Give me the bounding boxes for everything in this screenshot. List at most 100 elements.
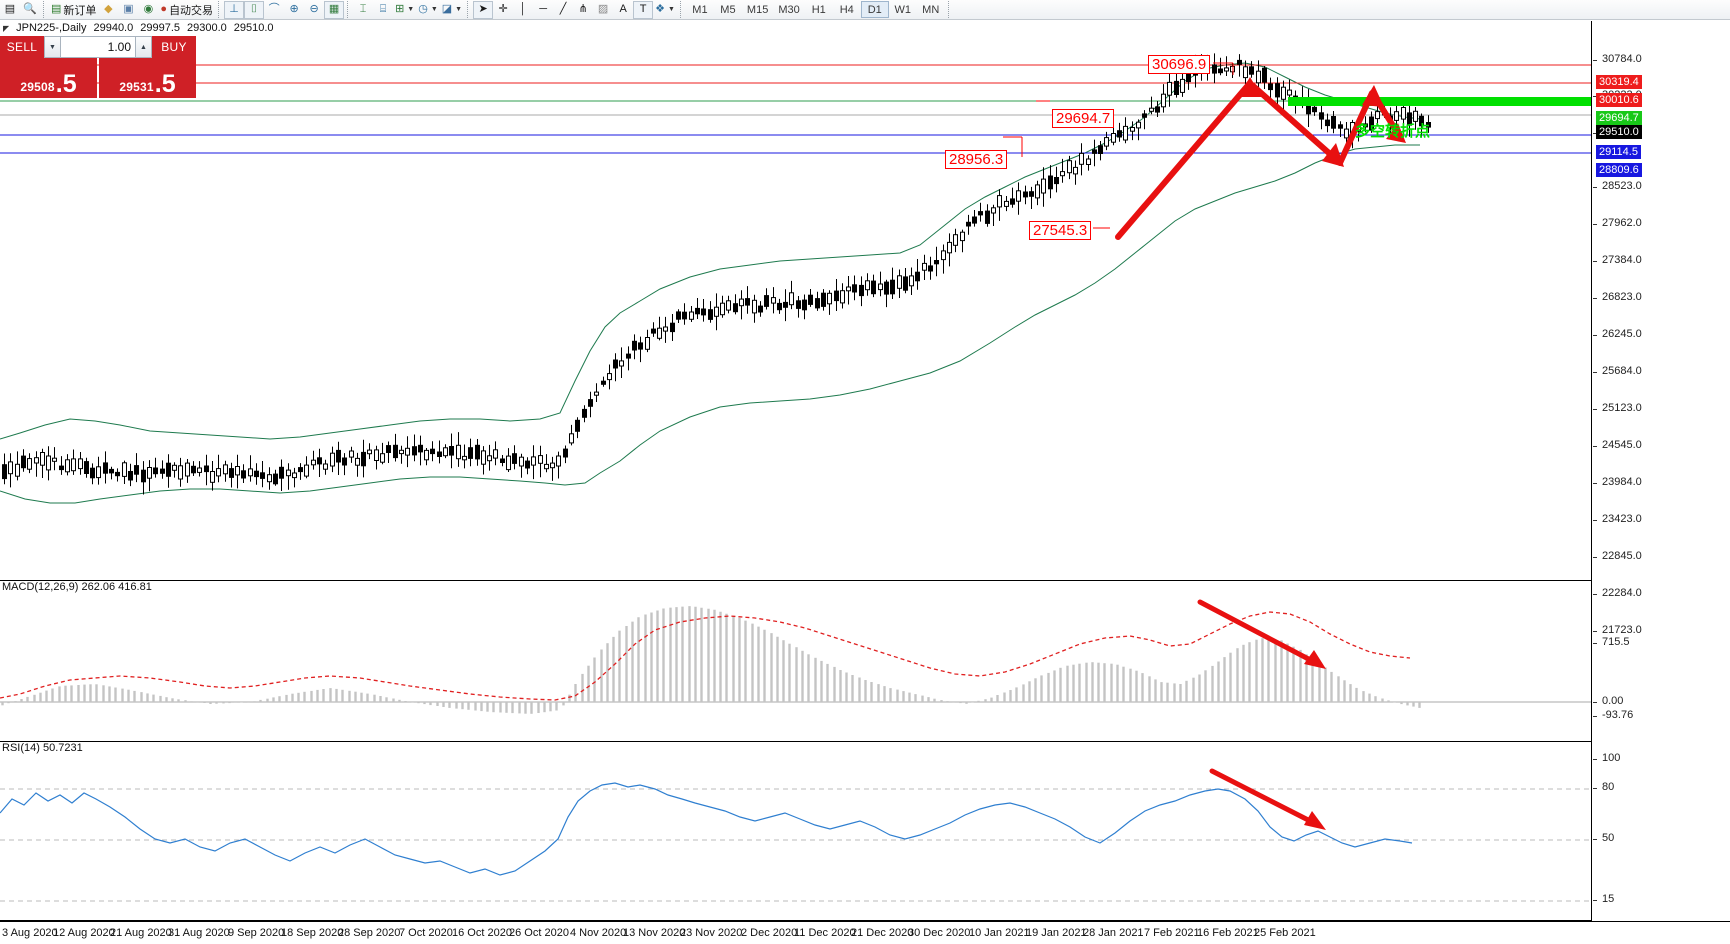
zoom-in-icon[interactable]: ⊕ xyxy=(289,3,299,15)
one-click-trade-panel[interactable]: SELL ▼ 1.00 ▲ BUY 29508 .5 29531 .5 xyxy=(0,36,196,98)
signals-icon[interactable]: ◉ xyxy=(143,3,154,15)
trend-arrow-up xyxy=(1115,80,1253,240)
candle-body xyxy=(128,471,133,481)
timeframe-m1[interactable]: M1 xyxy=(692,3,708,16)
candle-body xyxy=(197,467,202,473)
price-scale[interactable]: 30784.030223.029510.028523.027962.027384… xyxy=(1591,21,1730,921)
volume-increase-button[interactable]: ▲ xyxy=(135,36,152,58)
candle-body xyxy=(657,327,662,339)
price-level-badge[interactable]: 30319.4 xyxy=(1596,75,1642,89)
date-tick-label: 23 Nov 2020 xyxy=(680,927,743,939)
equidistant-channel-icon[interactable]: ▨ xyxy=(597,3,609,15)
price-level-badge[interactable]: 29114.5 xyxy=(1596,145,1641,159)
auto-trading-button[interactable]: ● 自动交易 xyxy=(160,3,214,17)
timeframe-h1[interactable]: H1 xyxy=(811,3,826,16)
sell-price-int: 29508 xyxy=(20,80,55,94)
candle-body xyxy=(1281,86,1286,100)
scale-tick-mark xyxy=(1593,643,1597,644)
trendline-icon[interactable]: ╱ xyxy=(559,3,567,15)
scale-tick-mark xyxy=(1593,187,1597,188)
timeframe-h4[interactable]: H4 xyxy=(839,3,854,16)
period-icon[interactable]: ◷ ▼ xyxy=(418,3,438,15)
terminal-icon[interactable]: ▤ xyxy=(4,3,16,15)
candle-body xyxy=(771,297,776,304)
candle-body xyxy=(714,306,719,317)
buy-price-display[interactable]: 29531 .5 xyxy=(99,58,196,98)
scale-tick-mark xyxy=(1593,224,1597,225)
candle-body xyxy=(1369,116,1374,131)
timeframe-d1[interactable]: D1 xyxy=(860,1,889,18)
candle-body xyxy=(682,311,687,320)
candle-body xyxy=(304,464,309,477)
price-tick-label: 27962.0 xyxy=(1602,217,1642,229)
expert-advisor-icon[interactable]: ◆ xyxy=(104,3,113,15)
price-level-badge[interactable]: 29694.7 xyxy=(1596,111,1642,125)
timeframe-m15[interactable]: M15 xyxy=(746,3,769,16)
toolbar-divider xyxy=(467,1,470,18)
zoom-out-icon[interactable]: ⊖ xyxy=(309,3,319,15)
macd-pane[interactable]: MACD(12,26,9) 262.06 416.81 xyxy=(0,581,1591,742)
candle-body xyxy=(1130,127,1135,132)
buy-button[interactable]: BUY xyxy=(152,36,196,58)
date-tick-label: 7 Oct 2020 xyxy=(399,927,453,939)
candle-body xyxy=(449,446,454,456)
line-chart-icon[interactable]: ⌒ xyxy=(268,3,280,15)
indicators-icon[interactable]: ⊞ ▼ xyxy=(395,3,415,15)
cursor-icon[interactable]: ➤ xyxy=(473,0,494,19)
sell-button[interactable]: SELL xyxy=(0,36,44,58)
candle-body xyxy=(834,290,839,302)
scale-tick-mark xyxy=(1593,557,1597,558)
price-tick-label: 26823.0 xyxy=(1602,291,1642,303)
horizontal-line-icon[interactable]: ─ xyxy=(539,3,547,15)
candle-body xyxy=(166,462,171,477)
auto-scroll-icon[interactable]: ⌸ xyxy=(379,3,387,15)
date-tick-label: 2 Dec 2020 xyxy=(741,927,798,939)
new-order-button[interactable]: ▤ 新订单 xyxy=(51,3,97,17)
templates-icon[interactable]: ◪ ▼ xyxy=(441,3,463,15)
candle-body xyxy=(1224,67,1229,72)
candle-body xyxy=(500,458,505,463)
price-level-badge[interactable]: 30010.6 xyxy=(1596,93,1642,107)
date-axis[interactable]: 3 Aug 2020 12 Aug 2020 21 Aug 2020 31 Aug 2… xyxy=(0,921,1730,944)
anno-27545: 27545.3 xyxy=(1029,221,1092,240)
candle-body xyxy=(1161,93,1166,108)
volume-input[interactable]: 1.00 xyxy=(61,36,135,58)
volume-decrease-button[interactable]: ▼ xyxy=(44,36,61,58)
date-tick-label: 11 Dec 2020 xyxy=(794,927,856,939)
price-pane[interactable] xyxy=(0,21,1591,581)
market-watch-icon[interactable]: 🔍 xyxy=(23,3,37,15)
date-tick-label: 13 Nov 2020 xyxy=(623,927,686,939)
rsi-pane[interactable]: RSI(14) 50.7231 xyxy=(0,742,1591,921)
text-box-icon[interactable]: T xyxy=(633,0,654,19)
date-tick-label: 4 Nov 2020 xyxy=(570,927,627,939)
bar-chart-icon[interactable]: ⊥ xyxy=(224,0,245,19)
price-chart-svg xyxy=(0,53,1591,504)
price-level-badge[interactable]: 28809.6 xyxy=(1596,163,1642,177)
candle-body xyxy=(317,457,322,465)
candle-body xyxy=(487,455,492,462)
candle-body xyxy=(1256,70,1261,84)
timeframe-m5[interactable]: M5 xyxy=(720,3,736,16)
date-tick-label: 9 Sep 2020 xyxy=(228,927,285,939)
candle-body xyxy=(1004,200,1009,207)
candle-body xyxy=(46,455,51,471)
vertical-line-icon[interactable]: │ xyxy=(519,3,527,15)
text-label-icon[interactable]: A xyxy=(619,3,627,15)
shapes-icon[interactable]: ❖ ▼ xyxy=(655,3,675,15)
scale-tick-mark xyxy=(1593,631,1597,632)
price-level-badge[interactable]: 29510.0 xyxy=(1596,125,1642,139)
sell-price-display[interactable]: 29508 .5 xyxy=(0,58,97,98)
data-window-icon[interactable]: ▦ xyxy=(324,0,345,19)
crosshair-icon[interactable]: ✛ xyxy=(498,3,508,15)
timeframe-w1[interactable]: W1 xyxy=(894,3,911,16)
chart-shift-icon[interactable]: ⌶ xyxy=(359,3,367,15)
fibonacci-icon[interactable]: ⋔ xyxy=(578,3,588,15)
candle-body xyxy=(626,353,631,359)
metaeditor-icon[interactable]: ▣ xyxy=(123,3,134,15)
chart-area[interactable]: MACD(12,26,9) 262.06 416.81 RSI(14) 50.7… xyxy=(0,21,1730,921)
timeframe-m30[interactable]: M30 xyxy=(778,3,800,16)
collapse-icon[interactable]: ◤ xyxy=(3,23,10,33)
candlestick-chart-icon[interactable]: ⌷ xyxy=(244,0,265,19)
timeframe-mn[interactable]: MN xyxy=(922,3,940,16)
candle-body xyxy=(216,468,221,477)
